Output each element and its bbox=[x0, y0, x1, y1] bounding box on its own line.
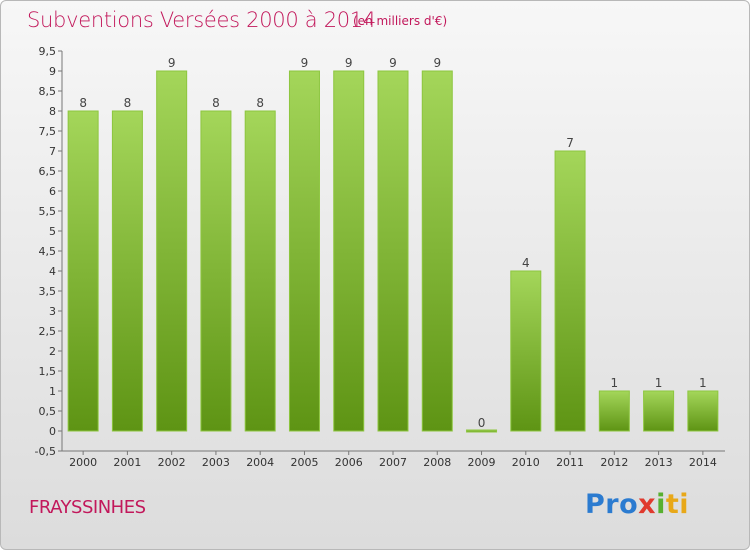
data-label: 1 bbox=[611, 376, 619, 390]
logo-part-2: x bbox=[638, 489, 657, 520]
data-label: 9 bbox=[168, 56, 176, 70]
y-tick-label: 2 bbox=[49, 345, 56, 358]
bar-2011 bbox=[554, 150, 586, 432]
bar-2005 bbox=[288, 70, 320, 432]
bar-2009 bbox=[466, 429, 498, 433]
y-tick-label: 0,5 bbox=[39, 405, 57, 418]
x-tick-label: 2000 bbox=[69, 456, 97, 469]
x-tick-label: 2005 bbox=[290, 456, 318, 469]
y-tick-label: 3 bbox=[49, 305, 56, 318]
y-tick-label: 3,5 bbox=[39, 285, 57, 298]
data-label: 0 bbox=[478, 416, 486, 430]
y-tick-label: 2,5 bbox=[39, 325, 57, 338]
bar-2014 bbox=[687, 390, 719, 432]
bar-2013 bbox=[643, 390, 675, 432]
x-tick-label: 2001 bbox=[113, 456, 141, 469]
data-label: 8 bbox=[79, 96, 87, 110]
x-tick-label: 2010 bbox=[512, 456, 540, 469]
x-tick-label: 2006 bbox=[335, 456, 363, 469]
proxiti-logo: Proxiti bbox=[585, 489, 689, 520]
chart-labels: 2000 8 2001 8 2002 9 2003 8 2004 8 2005 9 2006 9 2007 9… bbox=[69, 56, 717, 469]
x-tick-label: 2008 bbox=[423, 456, 451, 469]
data-label: 1 bbox=[699, 376, 707, 390]
bar-2003 bbox=[200, 110, 232, 432]
bar-2002 bbox=[156, 70, 188, 432]
data-label: 9 bbox=[433, 56, 441, 70]
data-label: 8 bbox=[124, 96, 132, 110]
y-tick-label: 7,5 bbox=[39, 125, 57, 138]
x-tick-label: 2013 bbox=[645, 456, 673, 469]
x-tick-label: 2014 bbox=[689, 456, 717, 469]
data-label: 9 bbox=[389, 56, 397, 70]
data-label: 7 bbox=[566, 136, 574, 150]
bar-2012 bbox=[598, 390, 630, 432]
y-tick-label: 9 bbox=[49, 65, 56, 78]
bar-2000 bbox=[67, 110, 99, 432]
x-tick-label: 2007 bbox=[379, 456, 407, 469]
commune-name: FRAYSSINHES bbox=[29, 497, 146, 518]
x-tick-label: 2003 bbox=[202, 456, 230, 469]
y-tick-label: 5,5 bbox=[39, 205, 57, 218]
logo-part-4: ti bbox=[665, 489, 690, 520]
data-label: 8 bbox=[256, 96, 264, 110]
x-tick-label: 2002 bbox=[158, 456, 186, 469]
bar-2006 bbox=[333, 70, 365, 432]
data-label: 9 bbox=[301, 56, 309, 70]
logo-part-1: Pro bbox=[585, 489, 639, 520]
y-tick-label: 6,5 bbox=[39, 165, 57, 178]
chart-subtitle: (en milliers d'€) bbox=[353, 14, 448, 28]
y-tick-label: 4,5 bbox=[39, 245, 57, 258]
data-label: 9 bbox=[345, 56, 353, 70]
y-tick-label: -0,5 bbox=[35, 445, 56, 458]
data-label: 1 bbox=[655, 376, 663, 390]
chart-axes: -0,5 0 0,5 1 1,5 2 2,5 3 3,5 4 4,5 5 5,5 6 6,5 7 7,5 8 8,5… bbox=[35, 45, 725, 458]
y-tick-label: 6 bbox=[49, 185, 56, 198]
bar-2010 bbox=[510, 270, 542, 432]
bar-2004 bbox=[244, 110, 276, 432]
y-tick-label: 1 bbox=[49, 385, 56, 398]
chart-bars bbox=[67, 70, 719, 433]
x-tick-label: 2011 bbox=[556, 456, 584, 469]
x-tick-label: 2004 bbox=[246, 456, 274, 469]
bar-2007 bbox=[377, 70, 409, 432]
y-tick-label: 7 bbox=[49, 145, 56, 158]
chart-title: Subventions Versées 2000 à 2014 bbox=[27, 8, 376, 32]
data-label: 4 bbox=[522, 256, 530, 270]
y-tick-label: 5 bbox=[49, 225, 56, 238]
y-tick-label: 9,5 bbox=[39, 45, 57, 58]
y-tick-label: 4 bbox=[49, 265, 56, 278]
y-tick-label: 1,5 bbox=[39, 365, 57, 378]
logo-part-3: i bbox=[656, 489, 666, 520]
data-label: 8 bbox=[212, 96, 220, 110]
bar-2001 bbox=[111, 110, 143, 432]
x-tick-label: 2012 bbox=[600, 456, 628, 469]
x-tick-label: 2009 bbox=[468, 456, 496, 469]
y-tick-label: 8,5 bbox=[39, 85, 57, 98]
y-tick-label: 8 bbox=[49, 105, 56, 118]
bar-2008 bbox=[421, 70, 453, 432]
y-tick-label: 0 bbox=[49, 425, 56, 438]
